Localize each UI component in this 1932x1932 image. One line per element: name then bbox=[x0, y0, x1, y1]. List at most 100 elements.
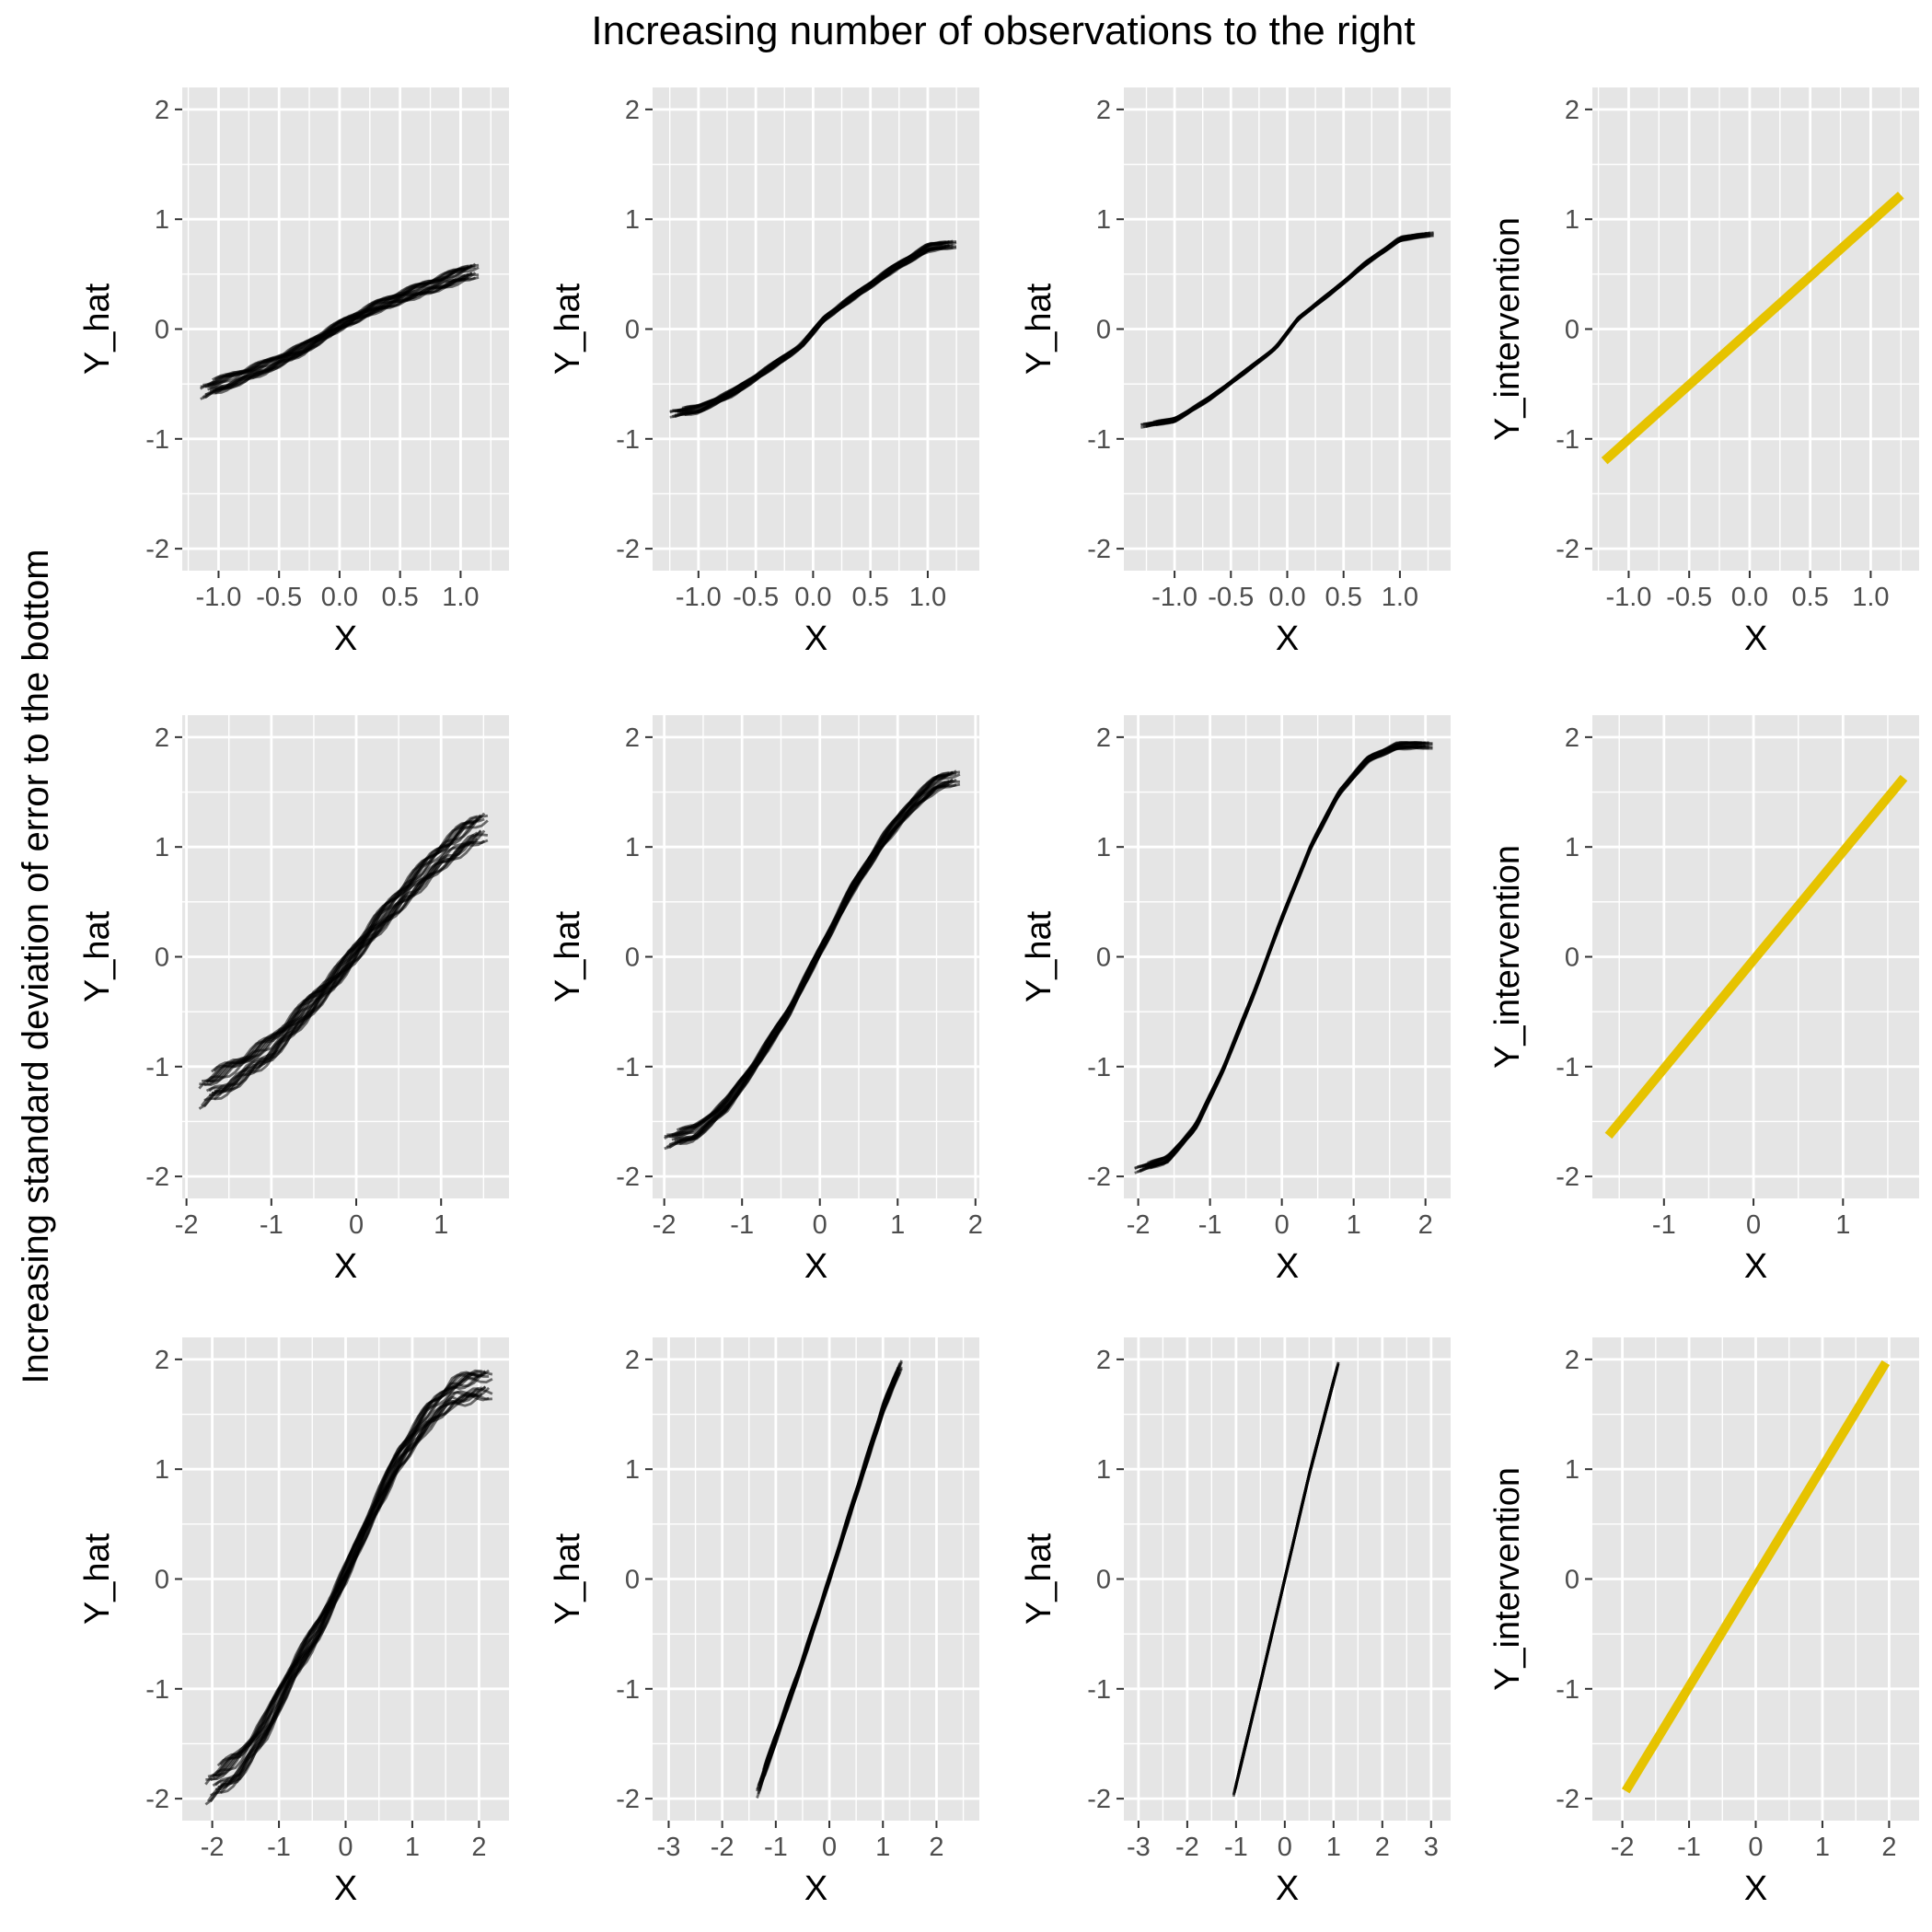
x-tick-label: 2 bbox=[471, 1833, 486, 1862]
y-axis-title: Y_hat bbox=[78, 1533, 117, 1625]
estimate-curve bbox=[203, 838, 479, 1102]
y-tick-label: 2 bbox=[625, 723, 640, 753]
x-tick-label: 1.0 bbox=[442, 583, 479, 612]
estimate-curve bbox=[674, 246, 947, 417]
estimate-curve bbox=[1139, 746, 1423, 1172]
panel-row3-col1: -2 -1 0 1 2 -2 -1 0 1 2 X Y_hat bbox=[78, 1337, 509, 1908]
intervention-line bbox=[1601, 191, 1904, 465]
y-tick-label: 0 bbox=[155, 316, 169, 345]
y-tick-label: -2 bbox=[145, 535, 169, 564]
x-tick-label: -0.5 bbox=[1208, 583, 1254, 612]
panel-grid: -1.0 -0.5 0.0 0.5 1.0 -2 -1 0 1 2 X Y_hat -1.0 -0.5 0.… bbox=[78, 87, 1919, 1908]
x-axis-title: X bbox=[334, 1247, 357, 1286]
x-tick-label: 0 bbox=[1748, 1833, 1763, 1862]
estimate-curve bbox=[677, 241, 954, 412]
x-tick-label: 2 bbox=[968, 1210, 983, 1240]
y-tick-label: 2 bbox=[1565, 1346, 1579, 1375]
estimate-curve bbox=[212, 1371, 490, 1779]
y-tick-label: 0 bbox=[1096, 943, 1111, 973]
y-tick-label: -2 bbox=[616, 1785, 640, 1814]
x-tick-label: -2 bbox=[175, 1210, 199, 1240]
x-axis-title: X bbox=[804, 1869, 827, 1908]
x-tick-label: -0.5 bbox=[733, 583, 779, 612]
panel-row1-col1: -1.0 -0.5 0.0 0.5 1.0 -2 -1 0 1 2 X Y_hat bbox=[78, 87, 509, 658]
estimate-curve bbox=[1141, 741, 1429, 1168]
x-tick-label: 1 bbox=[1326, 1833, 1341, 1862]
x-tick-label: -1.0 bbox=[676, 583, 722, 612]
y-tick-label: 0 bbox=[1565, 943, 1579, 973]
y-axis-title: Y_intervention bbox=[1488, 1467, 1527, 1691]
y-tick-label: -2 bbox=[1087, 535, 1111, 564]
estimate-curve bbox=[671, 772, 957, 1138]
x-axis-title: X bbox=[804, 619, 827, 658]
y-tick-label: -2 bbox=[616, 535, 640, 564]
estimate-curve bbox=[204, 276, 469, 396]
x-tick-label: 1 bbox=[1347, 1210, 1361, 1240]
x-tick-label: 3 bbox=[1424, 1833, 1439, 1862]
y-tick-label: 1 bbox=[1096, 205, 1111, 235]
x-axis-title: X bbox=[1744, 619, 1767, 658]
y-tick-label: -2 bbox=[145, 1785, 169, 1814]
y-tick-label: -1 bbox=[1556, 1053, 1579, 1082]
estimate-curve bbox=[1148, 232, 1430, 425]
estimate-curve bbox=[759, 1364, 901, 1781]
y-axis-title: Y_hat bbox=[78, 910, 117, 1002]
x-axis-title: X bbox=[334, 619, 357, 658]
y-tick-label: 2 bbox=[155, 1346, 169, 1375]
estimate-curve bbox=[209, 833, 475, 1097]
y-axis-title: Y_hat bbox=[549, 283, 587, 375]
x-tick-label: -3 bbox=[657, 1833, 681, 1862]
y-tick-label: 2 bbox=[155, 723, 169, 753]
x-tick-label: 0 bbox=[1746, 1210, 1761, 1240]
x-tick-label: 2 bbox=[1375, 1833, 1390, 1862]
row-label: Increasing standard deviation of error t… bbox=[16, 549, 56, 1383]
x-tick-label: 0.5 bbox=[1325, 583, 1362, 612]
x-tick-label: 1 bbox=[1835, 1210, 1850, 1240]
x-axis-title: X bbox=[1276, 619, 1299, 658]
panel-row3-col2: -3 -2 -1 0 1 2 -2 -1 0 1 2 X Y_hat bbox=[549, 1337, 979, 1908]
y-tick-label: 1 bbox=[1565, 205, 1579, 235]
y-tick-label: -1 bbox=[145, 1675, 169, 1705]
x-tick-label: -1 bbox=[267, 1833, 291, 1862]
y-tick-label: -1 bbox=[145, 1053, 169, 1082]
x-tick-label: 1 bbox=[890, 1210, 905, 1240]
y-tick-label: 1 bbox=[625, 1455, 640, 1485]
y-tick-label: -1 bbox=[1556, 1675, 1579, 1705]
y-tick-label: -1 bbox=[1087, 1053, 1111, 1082]
y-tick-label: -1 bbox=[616, 1675, 640, 1705]
y-axis-title: Y_intervention bbox=[1488, 217, 1527, 441]
y-tick-label: -2 bbox=[145, 1163, 169, 1192]
x-tick-label: -3 bbox=[1127, 1833, 1151, 1862]
panel-row1-col2: -1.0 -0.5 0.0 0.5 1.0 -2 -1 0 1 2 X Y_hat bbox=[549, 87, 979, 658]
x-axis-title: X bbox=[1744, 1869, 1767, 1908]
x-tick-label: 2 bbox=[929, 1833, 943, 1862]
x-tick-label: -1 bbox=[1652, 1210, 1676, 1240]
y-tick-label: 1 bbox=[155, 205, 169, 235]
y-tick-label: -2 bbox=[1556, 1163, 1579, 1192]
y-tick-label: 0 bbox=[1565, 316, 1579, 345]
estimate-curve bbox=[205, 817, 485, 1084]
y-tick-label: 2 bbox=[1565, 723, 1579, 753]
panel-row1-col3: -1.0 -0.5 0.0 0.5 1.0 -2 -1 0 1 2 X Y_hat bbox=[1020, 87, 1451, 658]
y-tick-label: -2 bbox=[616, 1163, 640, 1192]
y-tick-label: 0 bbox=[1096, 316, 1111, 345]
x-axis-title: X bbox=[804, 1247, 827, 1286]
intervention-line bbox=[1604, 774, 1908, 1140]
x-axis-title: X bbox=[1276, 1247, 1299, 1286]
x-tick-label: 1 bbox=[434, 1210, 448, 1240]
panel-row1-col4: -1.0 -0.5 0.0 0.5 1.0 -2 -1 0 1 2 X Y_intervention bbox=[1488, 87, 1919, 658]
y-tick-label: 0 bbox=[625, 943, 640, 973]
x-tick-label: -1 bbox=[764, 1833, 788, 1862]
y-tick-label: 1 bbox=[1565, 1455, 1579, 1485]
y-tick-label: 1 bbox=[1096, 833, 1111, 862]
estimate-curve bbox=[758, 1378, 898, 1789]
figure-title: Increasing number of observations to the… bbox=[591, 8, 1415, 53]
x-tick-label: 0.5 bbox=[382, 583, 419, 612]
y-tick-label: 1 bbox=[1565, 833, 1579, 862]
x-tick-label: 0 bbox=[1275, 1210, 1290, 1240]
x-tick-label: -2 bbox=[653, 1210, 677, 1240]
x-tick-label: -2 bbox=[711, 1833, 735, 1862]
y-axis-title: Y_intervention bbox=[1488, 845, 1527, 1069]
y-tick-label: -2 bbox=[1556, 1785, 1579, 1814]
y-tick-label: 2 bbox=[155, 96, 169, 125]
